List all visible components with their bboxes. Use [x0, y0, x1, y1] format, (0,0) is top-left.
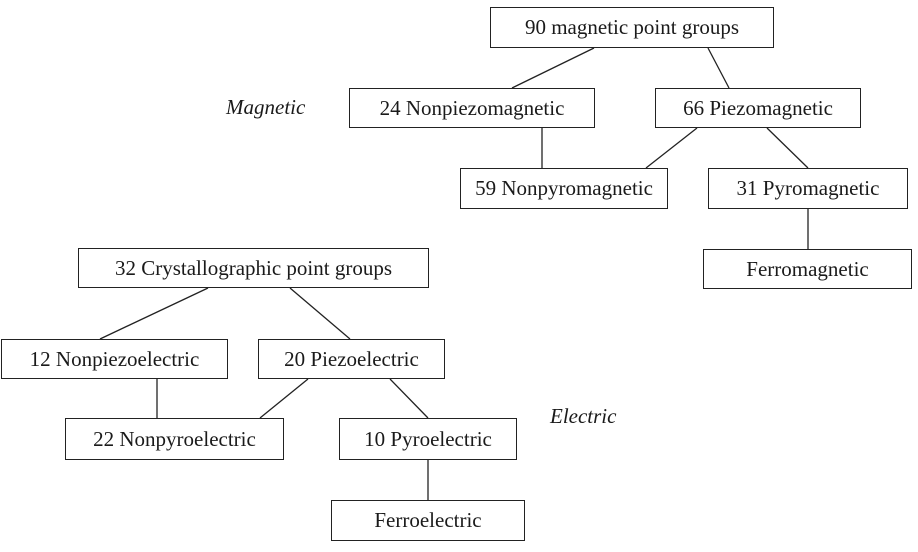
edge-ele-root-nonpiezo — [99, 287, 209, 340]
pyroelectric-node: 10 Pyroelectric — [339, 418, 517, 460]
ferromagnetic-node: Ferromagnetic — [703, 249, 912, 289]
piezoelectric-node: 20 Piezoelectric — [258, 339, 445, 379]
edge-mag-root-nonpiezo — [511, 47, 595, 89]
electric-section-label: Electric — [550, 404, 617, 428]
edge-ele-piezo-nonpyro — [259, 378, 309, 419]
electric-root-node: 32 Crystallographic point groups — [78, 248, 429, 288]
edge-ele-piezo-pyro — [389, 378, 429, 419]
nonpyromagnetic-node: 59 Nonpyromagnetic — [460, 168, 668, 209]
magnetic-root-node: 90 magnetic point groups — [490, 7, 774, 48]
edge-mag-piezo-pyro — [766, 127, 809, 169]
pyromagnetic-node: 31 Pyromagnetic — [708, 168, 908, 209]
ferroelectric-node: Ferroelectric — [331, 500, 525, 541]
edge-mag-root-piezo — [707, 47, 730, 89]
nonpiezoelectric-node: 12 Nonpiezoelectric — [1, 339, 228, 379]
piezomagnetic-node: 66 Piezomagnetic — [655, 88, 861, 128]
nonpiezomagnetic-node: 24 Nonpiezomagnetic — [349, 88, 595, 128]
edge-ele-root-piezo — [289, 287, 351, 340]
edge-mag-piezo-nonpyro — [645, 127, 698, 169]
nonpyroelectric-node: 22 Nonpyroelectric — [65, 418, 284, 460]
magnetic-section-label: Magnetic — [226, 95, 306, 119]
